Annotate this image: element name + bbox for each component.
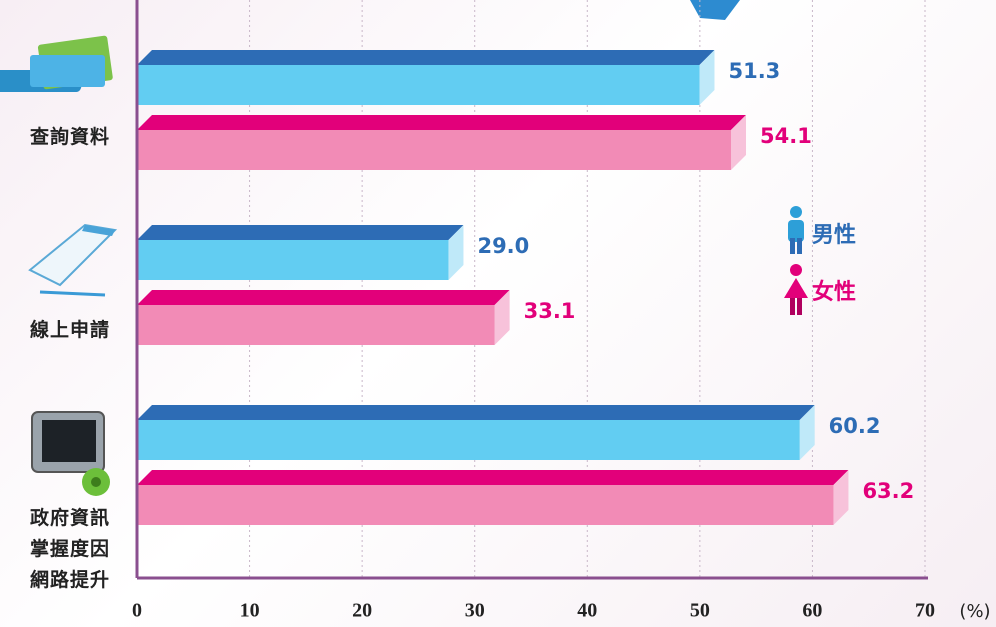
bar-front <box>137 485 833 525</box>
value-label: 63.2 <box>862 479 914 503</box>
icon-calendar <box>30 225 115 295</box>
bar <box>137 225 463 280</box>
icon-folders <box>0 35 113 92</box>
x-tick-label: 50 <box>690 600 710 622</box>
category-label: 線上申請 <box>20 315 120 346</box>
x-tick-label: 10 <box>240 600 260 622</box>
legend-label: 男性 <box>812 223 856 248</box>
value-label: 60.2 <box>829 414 881 438</box>
bar <box>137 115 746 170</box>
bar-top <box>137 225 463 240</box>
bar-front <box>137 130 731 170</box>
bar-top <box>137 115 746 130</box>
x-tick-label: 40 <box>577 600 597 622</box>
x-tick-label: 30 <box>465 600 485 622</box>
bar <box>137 470 848 525</box>
chart: (%) 0 10 20 30 40 50 60 70 51.3 54.1 29.0 33.1 60.2 6… <box>0 0 996 627</box>
bar <box>137 290 510 345</box>
value-label: 51.3 <box>728 59 780 83</box>
value-label: 54.1 <box>760 124 812 148</box>
category-label: 政府資訊掌握度因網路提升 <box>25 503 115 596</box>
page: {"chart_data": {"type": "bar", "orientat… <box>0 0 996 627</box>
x-tick-label: 70 <box>915 600 935 622</box>
bar-top <box>137 470 848 485</box>
bar-front <box>137 240 448 280</box>
bar <box>137 405 815 460</box>
icon-house <box>690 0 740 20</box>
bar-front <box>137 65 699 105</box>
bar-front <box>137 305 495 345</box>
x-tick-label: 20 <box>352 600 372 622</box>
x-tick-label: 60 <box>802 600 822 622</box>
icon-computer <box>32 412 110 496</box>
x-tick-label: 0 <box>132 600 142 622</box>
bar <box>137 50 714 105</box>
legend-icon-female <box>784 264 808 315</box>
value-label: 29.0 <box>477 234 529 258</box>
x-unit: (%) <box>959 601 990 622</box>
bar-top <box>137 50 714 65</box>
bar-top <box>137 405 815 420</box>
category-label: 查詢資料 <box>20 122 120 153</box>
bar-front <box>137 420 800 460</box>
value-label: 33.1 <box>524 299 576 323</box>
legend-icon-male <box>788 206 804 254</box>
bar-top <box>137 290 510 305</box>
legend-label: 女性 <box>812 279 856 305</box>
